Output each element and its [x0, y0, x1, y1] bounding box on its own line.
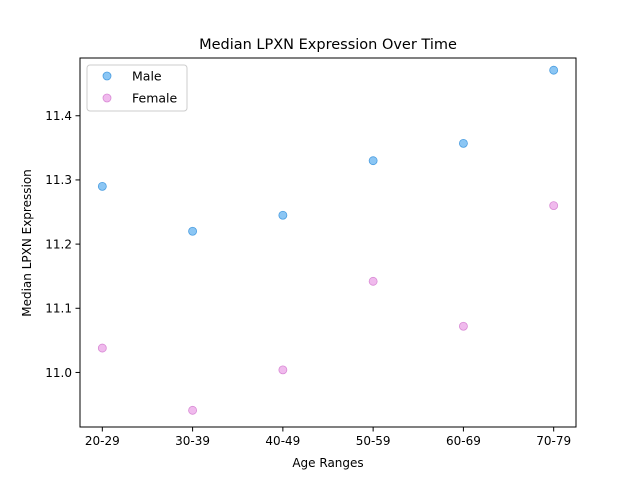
legend-entry-male: Male	[102, 69, 162, 84]
data-point-female	[368, 276, 378, 286]
y-axis: 11.0 11.1 11.2 11.3 11.4	[45, 109, 80, 380]
data-point-female	[459, 321, 468, 331]
data-point-female	[549, 201, 559, 211]
x-tick-label: 50-59	[356, 434, 391, 448]
data-point-male	[368, 156, 378, 166]
legend: Male Female	[86, 64, 188, 112]
x-axis-label: Age Ranges	[292, 456, 363, 470]
y-tick-label: 11.3	[45, 173, 72, 187]
legend-entry-female: Female	[102, 91, 178, 106]
x-tick-label: 30-39	[175, 434, 210, 448]
data-point-female	[278, 365, 288, 375]
legend-label: Male	[132, 69, 162, 84]
y-tick-label: 11.0	[45, 366, 72, 380]
y-axis-label: Median LPXN Expression	[20, 169, 34, 317]
x-tick-label: 20-29	[85, 434, 120, 448]
data-point-female	[97, 343, 107, 353]
y-tick-label: 11.2	[45, 237, 72, 251]
x-tick-label: 60-69	[446, 434, 481, 448]
y-tick-label: 11.4	[45, 109, 72, 123]
axes-frame	[79, 57, 577, 428]
data-point-female	[188, 405, 197, 415]
plot-area	[79, 57, 577, 428]
data-points	[97, 65, 559, 415]
legend-marker	[102, 71, 112, 81]
chart-title: Median LPXN Expression Over Time	[199, 37, 457, 53]
data-point-male	[97, 181, 107, 191]
x-axis: 20-29 30-39 40-49 50-59 60-69 70-79	[85, 427, 571, 448]
data-point-male	[549, 65, 559, 75]
data-point-male	[188, 226, 197, 236]
data-point-male	[459, 138, 468, 148]
legend-marker	[102, 93, 112, 103]
legend-box	[86, 64, 188, 112]
x-tick-label: 70-79	[536, 434, 571, 448]
legend-label: Female	[132, 91, 178, 106]
x-tick-label: 40-49	[265, 434, 300, 448]
y-tick-label: 11.1	[45, 302, 72, 316]
data-point-male	[278, 210, 288, 220]
